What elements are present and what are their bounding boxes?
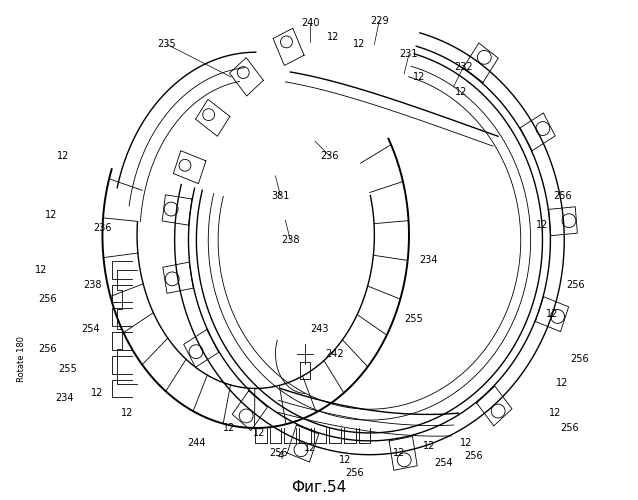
Text: Rotate 180: Rotate 180 bbox=[17, 336, 26, 382]
Text: 254: 254 bbox=[434, 458, 453, 468]
Text: 236: 236 bbox=[321, 151, 339, 161]
Text: 12: 12 bbox=[327, 32, 339, 42]
Text: 12: 12 bbox=[460, 438, 473, 448]
Text: 12: 12 bbox=[304, 443, 316, 453]
Text: 256: 256 bbox=[553, 190, 572, 200]
Text: 12: 12 bbox=[455, 87, 468, 97]
Text: 234: 234 bbox=[420, 255, 438, 265]
Text: 12: 12 bbox=[393, 448, 405, 458]
Text: 256: 256 bbox=[39, 344, 57, 354]
Text: 229: 229 bbox=[370, 16, 389, 26]
Text: 12: 12 bbox=[413, 72, 425, 82]
Text: 242: 242 bbox=[325, 349, 344, 359]
Text: 240: 240 bbox=[301, 18, 320, 28]
Text: 256: 256 bbox=[464, 450, 482, 460]
Text: 12: 12 bbox=[549, 408, 561, 418]
Text: 12: 12 bbox=[45, 210, 57, 220]
Text: 256: 256 bbox=[269, 448, 288, 458]
Text: 236: 236 bbox=[93, 223, 112, 233]
Text: 238: 238 bbox=[281, 235, 300, 245]
Text: 231: 231 bbox=[400, 49, 419, 59]
Text: 256: 256 bbox=[560, 423, 579, 433]
Text: 12: 12 bbox=[422, 441, 435, 451]
Text: 12: 12 bbox=[35, 265, 47, 275]
Text: 254: 254 bbox=[81, 324, 100, 334]
Text: 243: 243 bbox=[311, 324, 329, 334]
Text: 244: 244 bbox=[187, 438, 205, 448]
Text: 4: 4 bbox=[278, 450, 283, 460]
Text: 234: 234 bbox=[56, 394, 74, 404]
Text: 381: 381 bbox=[271, 190, 290, 200]
Text: 12: 12 bbox=[253, 428, 265, 438]
Text: 12: 12 bbox=[223, 423, 235, 433]
Text: 256: 256 bbox=[566, 280, 584, 289]
Text: 232: 232 bbox=[454, 62, 473, 72]
Text: 12: 12 bbox=[339, 454, 351, 464]
Text: 12: 12 bbox=[57, 151, 69, 161]
Text: 12: 12 bbox=[91, 388, 104, 398]
Text: 12: 12 bbox=[556, 378, 568, 388]
Text: 256: 256 bbox=[570, 354, 588, 364]
Text: 12: 12 bbox=[121, 408, 133, 418]
Text: 12: 12 bbox=[537, 220, 549, 230]
Text: 256: 256 bbox=[345, 468, 364, 477]
Text: 12: 12 bbox=[546, 310, 558, 320]
Text: 255: 255 bbox=[59, 364, 77, 374]
Text: Фиг.54: Фиг.54 bbox=[292, 480, 346, 495]
Text: 238: 238 bbox=[84, 280, 102, 289]
Text: 12: 12 bbox=[353, 40, 366, 50]
Text: 255: 255 bbox=[404, 314, 423, 324]
Text: 235: 235 bbox=[158, 40, 176, 50]
Text: 256: 256 bbox=[39, 294, 57, 304]
